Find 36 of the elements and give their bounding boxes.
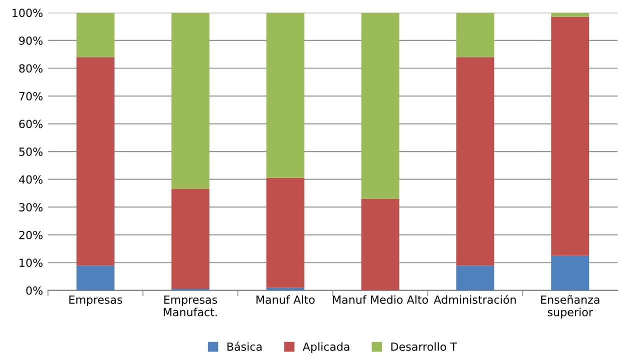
y-tick-label: 90% [19, 36, 43, 45]
y-tick-label: 100% [12, 8, 43, 18]
bar [266, 288, 304, 290]
bar [551, 256, 590, 290]
x-tick-label: Manuf Alto [256, 295, 315, 304]
bar [551, 16, 590, 256]
bar [456, 57, 494, 266]
y-tick-label: 0% [26, 286, 43, 295]
bar [361, 198, 400, 290]
y-tick-label: 10% [20, 258, 43, 268]
legend-label: Básica [227, 342, 262, 351]
bar [171, 189, 210, 290]
bar [171, 12, 210, 190]
y-tick-label: 70% [19, 92, 43, 100]
bar [456, 265, 494, 290]
bar [456, 12, 494, 58]
bar [76, 57, 114, 266]
x-tick-label: Enseñanza superior [541, 295, 600, 318]
y-tick-label: 80% [19, 64, 43, 73]
y-tick-label: 20% [19, 230, 43, 240]
y-tick-label: 40% [18, 175, 43, 184]
bar [551, 12, 590, 17]
bar [266, 178, 304, 288]
bar [266, 12, 304, 178]
y-tick-label: 60% [19, 120, 43, 128]
x-tick-label: Empresas Manufact. [164, 296, 218, 316]
x-tick-label: Manuf Medio Alto [333, 295, 428, 304]
bar [76, 265, 114, 290]
y-tick-label: 50% [19, 148, 43, 156]
legend-label: Aplicada [302, 342, 350, 353]
x-tick-label: Empresas [69, 296, 122, 306]
legend-label: Desarrollo T [391, 342, 458, 351]
x-tick-label: Administración [434, 294, 516, 304]
bar [361, 12, 400, 199]
y-tick-label: 30% [19, 203, 43, 212]
bar [76, 12, 114, 58]
